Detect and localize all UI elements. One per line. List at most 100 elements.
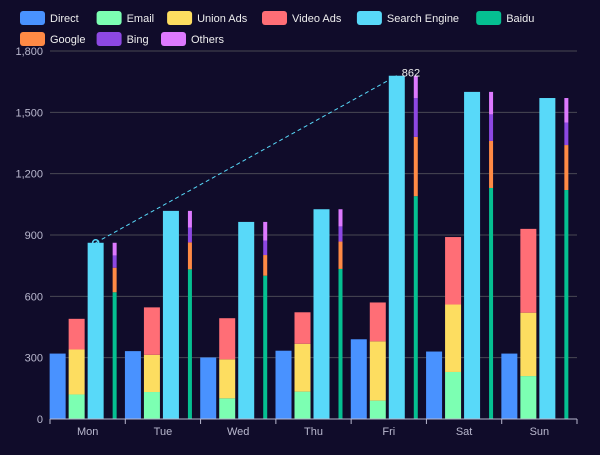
bar-direct-sat[interactable]: [426, 351, 443, 419]
legend: Direct Email Union Ads Video Ads Search Engi…: [20, 11, 534, 46]
bar-email-sat[interactable]: [445, 371, 462, 419]
bar-union-ads-mon[interactable]: [68, 349, 85, 395]
legend-item-email[interactable]: Email: [96, 11, 155, 25]
bar-others-thu[interactable]: [338, 209, 343, 227]
bar-email-sun[interactable]: [520, 376, 537, 419]
bar-bing-fri[interactable]: [413, 98, 418, 137]
bar-bing-wed[interactable]: [263, 240, 268, 256]
bar-layer: [49, 75, 569, 420]
bar-bing-thu[interactable]: [338, 226, 343, 242]
bar-others-tue[interactable]: [187, 210, 192, 228]
bar-email-fri[interactable]: [369, 400, 386, 419]
bar-search-engine-wed[interactable]: [238, 221, 255, 419]
bar-google-mon[interactable]: [112, 267, 117, 293]
legend-item-direct[interactable]: Direct: [20, 11, 79, 25]
bar-bing-tue[interactable]: [187, 227, 192, 243]
bar-union-ads-thu[interactable]: [294, 343, 311, 392]
legend-swatch: [161, 32, 186, 46]
bar-direct-thu[interactable]: [275, 350, 292, 419]
legend-label: Email: [127, 13, 155, 25]
legend-item-google[interactable]: Google: [20, 32, 85, 46]
legend-swatch: [262, 11, 287, 25]
bar-search-engine-thu[interactable]: [313, 209, 330, 419]
legend-label: Search Engine: [387, 13, 459, 25]
y-tick-label: 300: [25, 353, 43, 365]
bar-video-ads-thu[interactable]: [294, 312, 311, 344]
legend-item-baidu[interactable]: Baidu: [476, 11, 534, 25]
bar-union-ads-sun[interactable]: [520, 312, 537, 377]
bar-google-sat[interactable]: [489, 140, 494, 188]
y-tick-label: 900: [25, 230, 43, 242]
x-tick-label: Wed: [227, 426, 249, 438]
bar-video-ads-sun[interactable]: [520, 228, 537, 313]
bar-union-ads-sat[interactable]: [445, 304, 462, 372]
bar-google-wed[interactable]: [263, 255, 268, 276]
bar-search-engine-tue[interactable]: [162, 210, 179, 419]
bar-others-fri[interactable]: [413, 75, 418, 99]
bar-direct-wed[interactable]: [200, 357, 217, 419]
x-tick-label: Sat: [456, 426, 473, 438]
bar-google-sun[interactable]: [564, 145, 569, 191]
legend-swatch: [20, 32, 45, 46]
bar-video-ads-fri[interactable]: [369, 302, 386, 342]
bar-bing-sat[interactable]: [489, 114, 494, 141]
bar-direct-fri[interactable]: [350, 339, 367, 419]
y-tick-label: 1,500: [15, 107, 43, 119]
bar-union-ads-wed[interactable]: [219, 359, 236, 399]
markline-start-symbol: [91, 239, 100, 247]
bar-others-sat[interactable]: [489, 91, 494, 115]
bar-others-wed[interactable]: [263, 221, 268, 241]
bar-baidu-sat[interactable]: [489, 187, 494, 419]
bar-email-thu[interactable]: [294, 391, 311, 419]
legend-swatch: [167, 11, 193, 25]
bar-search-engine-sat[interactable]: [464, 91, 481, 419]
legend-label: Video Ads: [292, 13, 342, 25]
bar-direct-mon[interactable]: [49, 353, 66, 419]
legend-label: Direct: [50, 13, 79, 25]
bar-search-engine-mon[interactable]: [87, 242, 104, 419]
bar-video-ads-mon[interactable]: [68, 318, 85, 350]
legend-item-others[interactable]: Others: [161, 32, 225, 46]
bar-email-wed[interactable]: [219, 398, 236, 419]
bar-union-ads-fri[interactable]: [369, 341, 386, 401]
bar-email-mon[interactable]: [68, 394, 85, 419]
bar-video-ads-tue[interactable]: [143, 307, 160, 355]
bar-google-tue[interactable]: [187, 242, 192, 270]
bar-video-ads-wed[interactable]: [219, 318, 236, 360]
y-tick-label: 1,800: [15, 46, 43, 58]
bar-others-mon[interactable]: [112, 242, 117, 256]
bar-union-ads-tue[interactable]: [143, 354, 160, 393]
legend-swatch: [96, 11, 122, 25]
legend-item-union-ads[interactable]: Union Ads: [167, 11, 248, 25]
x-tick-label: Sun: [530, 426, 550, 438]
bar-others-sun[interactable]: [564, 98, 569, 123]
bar-search-engine-sun[interactable]: [539, 98, 556, 420]
bar-baidu-tue[interactable]: [187, 269, 192, 419]
bar-direct-sun[interactable]: [501, 353, 518, 419]
markline-layer: 862: [91, 68, 420, 247]
bar-search-engine-fri[interactable]: [388, 75, 405, 419]
bar-bing-mon[interactable]: [112, 255, 117, 268]
legend-swatch: [476, 11, 502, 25]
x-tick-label: Mon: [77, 426, 98, 438]
bar-direct-tue[interactable]: [124, 351, 141, 419]
legend-label: Baidu: [506, 13, 534, 25]
markline: [95, 75, 398, 244]
y-tick-label: 0: [37, 414, 43, 426]
bar-baidu-sun[interactable]: [564, 190, 569, 419]
legend-item-bing[interactable]: Bing: [96, 32, 149, 46]
bar-baidu-mon[interactable]: [112, 292, 117, 419]
bar-google-thu[interactable]: [338, 241, 343, 269]
bar-video-ads-sat[interactable]: [445, 237, 462, 305]
bar-baidu-thu[interactable]: [338, 268, 343, 419]
legend-label: Union Ads: [197, 13, 248, 25]
legend-item-video-ads[interactable]: Video Ads: [262, 11, 342, 25]
bar-bing-sun[interactable]: [564, 122, 569, 146]
bar-email-tue[interactable]: [143, 392, 160, 419]
bar-baidu-fri[interactable]: [413, 196, 418, 419]
bar-google-fri[interactable]: [413, 136, 418, 197]
bar-baidu-wed[interactable]: [263, 275, 268, 419]
x-tick-label: Tue: [154, 426, 173, 438]
legend-item-search-engine[interactable]: Search Engine: [356, 11, 459, 25]
